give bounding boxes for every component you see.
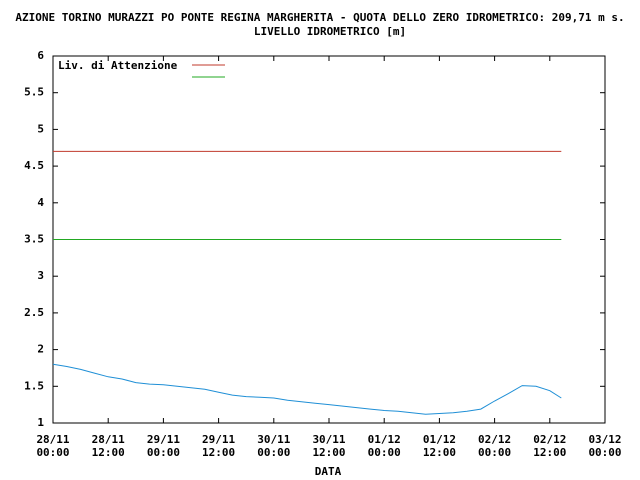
- x-tick-label: 00:00: [147, 446, 180, 459]
- y-tick-label: 5.5: [24, 86, 44, 99]
- y-tick-label: 2: [37, 343, 44, 356]
- x-tick-label: 28/11: [36, 433, 69, 446]
- x-tick-label: 01/12: [423, 433, 456, 446]
- x-tick-label: 12:00: [312, 446, 345, 459]
- x-tick-label: 12:00: [92, 446, 125, 459]
- y-tick-label: 6: [37, 49, 44, 62]
- chart-title: AZIONE TORINO MURAZZI PO PONTE REGINA MA…: [15, 11, 624, 24]
- x-tick-label: 00:00: [36, 446, 69, 459]
- y-tick-label: 5: [37, 122, 44, 135]
- y-tick-label: 2.5: [24, 306, 44, 319]
- y-tick-label: 3: [37, 269, 44, 282]
- x-tick-label: 28/11: [92, 433, 125, 446]
- y-tick-label: 1.5: [24, 379, 44, 392]
- x-tick-label: 03/12: [588, 433, 621, 446]
- x-tick-label: 02/12: [478, 433, 511, 446]
- x-tick-label: 12:00: [202, 446, 235, 459]
- x-tick-label: 29/11: [147, 433, 180, 446]
- y-tick-label: 4: [37, 196, 44, 209]
- series-line: [52, 363, 562, 415]
- x-tick-label: 00:00: [588, 446, 621, 459]
- x-tick-label: 30/11: [257, 433, 290, 446]
- x-tick-label: 01/12: [368, 433, 401, 446]
- x-tick-label: 02/12: [533, 433, 566, 446]
- chart-subtitle: LIVELLO IDROMETRICO [m]: [254, 25, 406, 38]
- x-axis-label: DATA: [315, 465, 342, 478]
- y-tick-label: 3.5: [24, 233, 44, 246]
- x-tick-label: 00:00: [478, 446, 511, 459]
- x-tick-label: 00:00: [257, 446, 290, 459]
- x-tick-label: 12:00: [423, 446, 456, 459]
- x-tick-label: 00:00: [368, 446, 401, 459]
- x-tick-label: 12:00: [533, 446, 566, 459]
- y-tick-label: 4.5: [24, 159, 44, 172]
- x-tick-label: 29/11: [202, 433, 235, 446]
- legend-label: Liv. di Attenzione: [58, 59, 178, 72]
- x-tick-label: 30/11: [312, 433, 345, 446]
- y-tick-label: 1: [37, 416, 44, 429]
